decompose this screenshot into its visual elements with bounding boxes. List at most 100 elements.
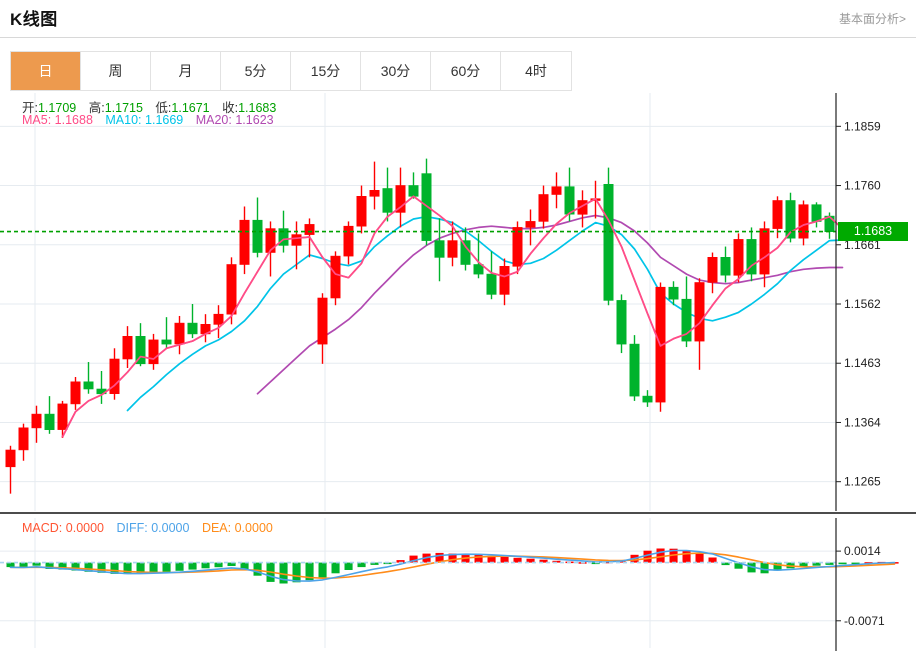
macd-bar [227,562,236,566]
macd-bar [682,551,691,563]
macd-bar [526,558,535,563]
tab-0[interactable]: 日 [11,52,81,90]
candle-body [343,225,354,257]
tab-6[interactable]: 60分 [431,52,501,90]
macd-svg: 0.0014 -0.0071 [0,518,899,651]
macd-bar [812,562,821,566]
candle-body [434,240,445,258]
macd-bar [6,562,15,568]
candle-body [720,257,731,276]
macd-bar [539,559,548,563]
price-axis-label: 1.1859 [844,119,881,133]
candle-body [525,221,536,228]
macd-bar [318,562,327,578]
macd-bar [253,562,262,576]
macd-bar [175,562,184,571]
macd-bar [370,562,379,565]
candle-body [239,219,250,265]
macd-bar [97,562,106,573]
candle-body [551,186,562,195]
candle-body [317,297,328,345]
candle-body [733,239,744,276]
candle-body [213,313,224,325]
tab-7[interactable]: 4时 [501,52,571,90]
macd-bar [656,548,665,563]
price-chart-panel[interactable]: 1.1859 1.1760 1.1661 1.1562 1.1463 1.1364 1.12… [0,93,916,518]
macd-bar [45,562,54,569]
macd-bar [513,557,522,563]
candle-body [538,194,549,222]
candle-body [759,228,770,275]
tab-3[interactable]: 5分 [221,52,291,90]
timeframe-tabbar: 日 周 月 5分 15分 30分 60分 4时 [10,51,572,91]
candle-body [616,300,627,345]
candle-body [57,403,68,430]
candle-body [83,381,94,390]
candle-body [421,173,432,241]
macd-bar [123,562,132,575]
candle-body [447,240,458,258]
tab-label: 周 [108,63,123,79]
macd-axis-label: -0.0071 [844,614,885,628]
macd-bar [851,562,860,565]
candle-body [70,381,81,405]
candle-body [174,322,185,345]
macd-bar [695,554,704,563]
tab-5[interactable]: 30分 [361,52,431,90]
macd-bar [292,562,301,583]
candle-body [395,185,406,213]
macd-bar [552,560,561,563]
tab-label: 15分 [310,63,341,79]
candle-body [356,196,367,227]
fundamental-analysis-link[interactable]: 基本面分析> [838,12,906,26]
ma20-line [256,214,844,395]
candle-body [226,264,237,315]
candle-body [382,188,393,213]
tab-label: 30分 [380,63,411,79]
macd-chart-panel[interactable]: 0.0014 -0.0071 MACD: 0.0000 DIFF: 0.0000 … [0,518,916,651]
candle-body [135,336,146,365]
tab-label: 月 [178,63,193,79]
candle-body [122,336,133,360]
price-axis-label: 1.1463 [844,356,881,370]
candle-body [161,339,172,345]
candle-body [681,298,692,342]
tab-label: 4时 [525,63,547,79]
macd-bar [110,562,119,574]
macd-bar [136,562,145,574]
candle-body [278,228,289,246]
candle-body [486,273,497,295]
tab-2[interactable]: 月 [151,52,221,90]
candlesticks [5,158,835,494]
tab-label: 日 [38,63,53,79]
macd-bar [149,562,158,573]
macd-bar [240,562,249,570]
chart-area: 1.1859 1.1760 1.1661 1.1562 1.1463 1.1364 1.12… [0,93,916,651]
macd-bar [409,555,418,563]
diff-line [9,549,896,582]
candle-body [369,190,380,197]
candle-body [148,339,159,365]
macd-bar [643,550,652,563]
candle-body [772,200,783,229]
tab-4[interactable]: 15分 [291,52,361,90]
macd-bar [188,562,197,570]
tab-1[interactable]: 周 [81,52,151,90]
tab-label: 60分 [450,63,481,79]
tab-label: 5分 [244,63,267,79]
macd-bar [773,562,782,571]
candlestick-svg: 1.1859 1.1760 1.1661 1.1562 1.1463 1.1364 1.12… [0,93,916,514]
macd-bar [721,562,730,566]
price-axis-label: 1.1760 [844,179,881,193]
macd-bar [760,562,769,574]
candle-body [694,282,705,342]
macd-bar [838,562,847,565]
candle-body [460,240,471,265]
candle-body [330,255,341,299]
macd-axis-label: 0.0014 [844,544,881,558]
macd-bar [201,562,210,569]
macd-bar [214,562,223,568]
macd-bar [435,552,444,563]
candle-body [304,224,315,235]
